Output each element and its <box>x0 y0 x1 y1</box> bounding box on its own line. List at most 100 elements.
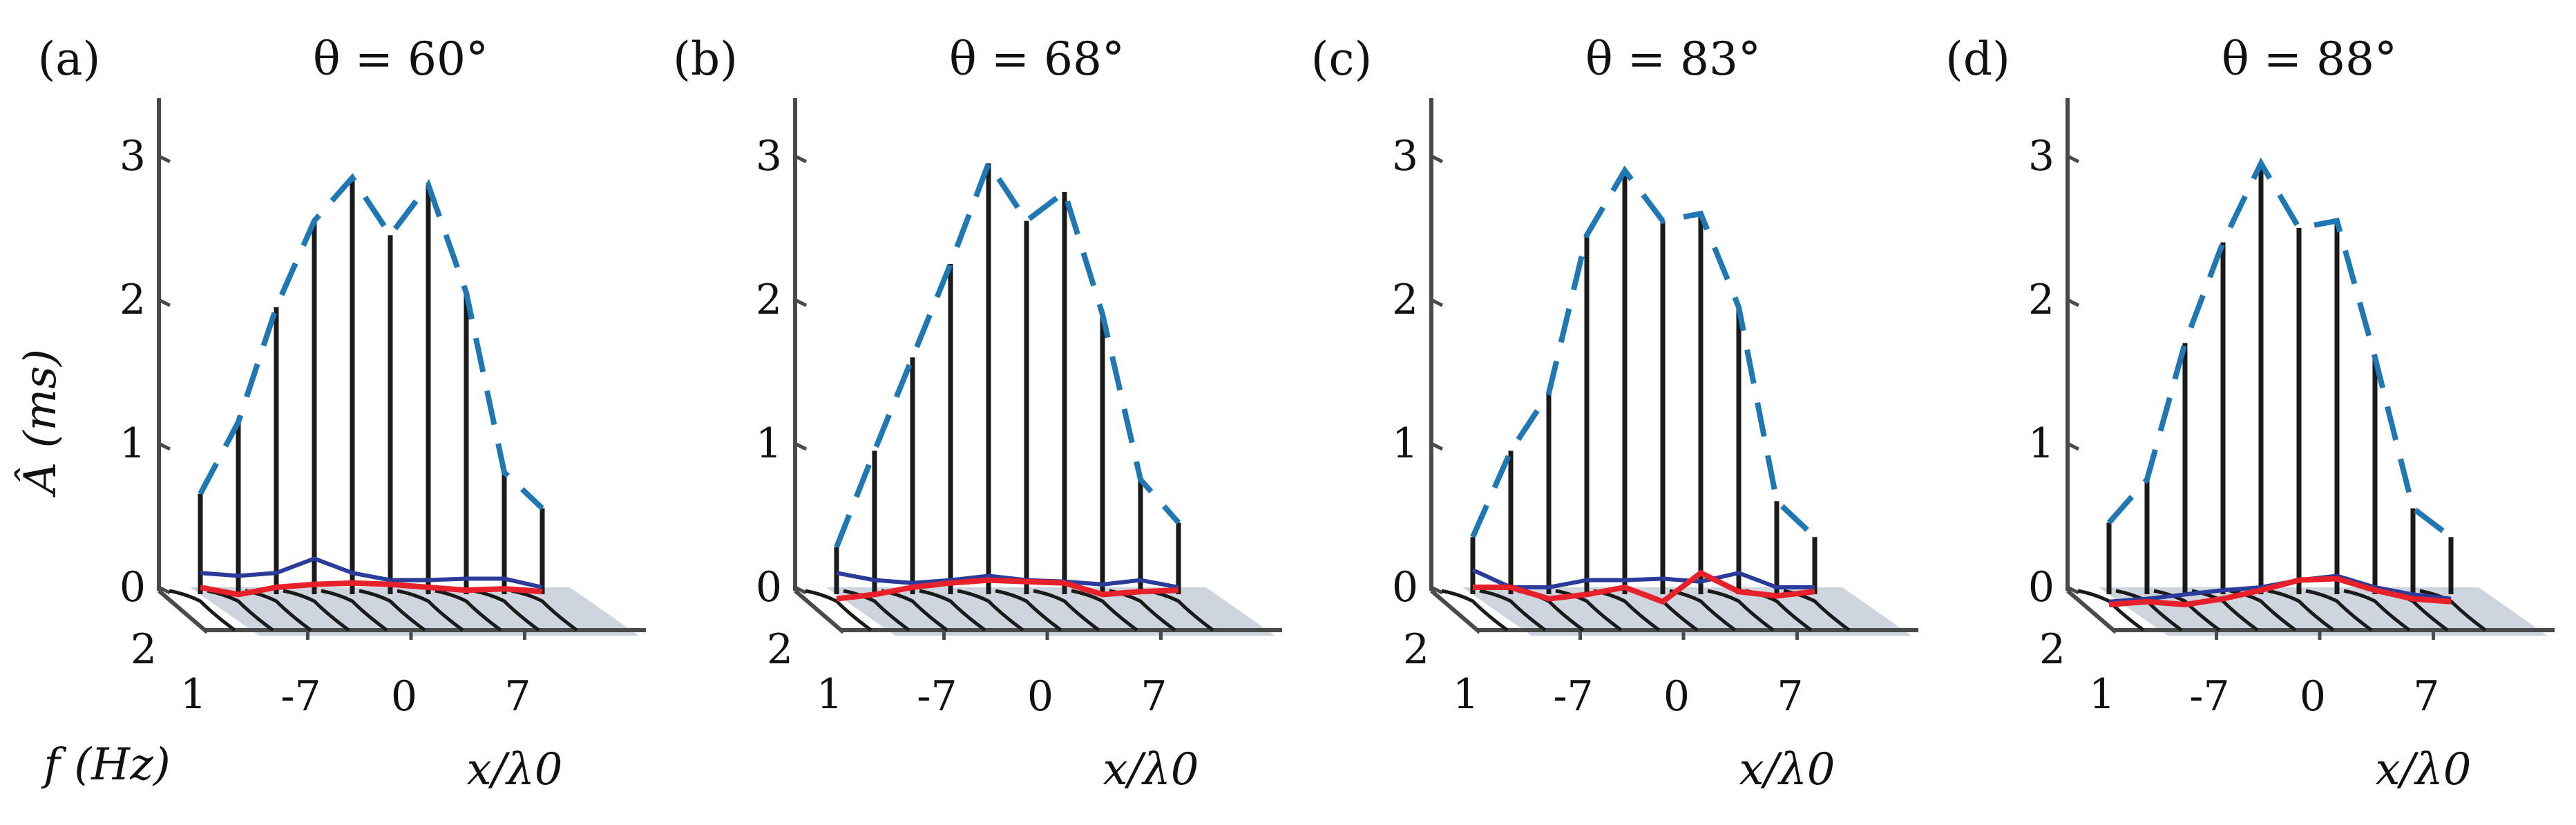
depth-trace <box>1441 589 1509 632</box>
y-tick-mark <box>158 442 171 451</box>
y-tick-label: 2 <box>756 276 782 324</box>
y-tick-mark <box>2066 154 2080 164</box>
y-tick-label: 2 <box>1392 276 1418 324</box>
red-line <box>836 577 1179 602</box>
y-tick-label: 1 <box>2028 419 2054 468</box>
depth-trace <box>511 589 578 632</box>
envelope-line <box>2106 157 2453 540</box>
y-axis-label: Â (ms) <box>15 349 66 497</box>
f-tick-label: 2 <box>2039 625 2065 674</box>
f-tick-label: 2 <box>767 625 793 674</box>
y-tick-mark <box>794 585 808 595</box>
f-axis <box>158 589 209 634</box>
y-tick-label: 3 <box>1392 132 1418 180</box>
y-tick-label: 0 <box>756 563 782 611</box>
red-line <box>2108 576 2452 608</box>
y-tick-label: 0 <box>2028 563 2054 611</box>
y-tick-mark <box>2066 585 2080 595</box>
x-tick-label: 7 <box>2413 672 2439 721</box>
y-tick-label: 2 <box>120 276 146 324</box>
depth-trace <box>995 589 1062 632</box>
f-tick-label: 2 <box>131 625 157 674</box>
depth-trace <box>2153 589 2221 632</box>
x-tick-label: -7 <box>280 672 321 721</box>
x-tick-label: 7 <box>504 672 531 721</box>
f-axis-label: f (Hz) <box>41 739 171 790</box>
x-tick-label: 0 <box>1663 672 1690 721</box>
f-axis <box>1430 589 1481 634</box>
f-tick-label: 1 <box>817 670 843 719</box>
envelope-line <box>198 173 544 511</box>
y-tick-mark <box>1430 442 1444 451</box>
f-tick-label: 1 <box>180 670 207 719</box>
y-tick-mark <box>1430 585 1444 595</box>
envelope-line <box>834 157 1181 549</box>
x-tick-label: 0 <box>2300 672 2326 721</box>
y-tick-mark <box>2066 298 2080 307</box>
y-tick-mark <box>158 585 171 595</box>
x-axis-label: x/λ0 <box>467 744 563 795</box>
y-tick-label: 1 <box>1392 419 1418 468</box>
depth-trace <box>805 589 872 632</box>
depth-trace <box>283 589 350 632</box>
depth-trace <box>2305 589 2373 632</box>
f-tick-label: 2 <box>1403 625 1429 674</box>
depth-trace <box>957 589 1024 632</box>
y-tick-mark <box>1430 298 1444 307</box>
envelope-line <box>1470 165 1817 540</box>
f-tick-label: 1 <box>1453 670 1479 719</box>
f-axis <box>2066 589 2117 634</box>
depth-trace <box>1707 589 1775 632</box>
depth-trace <box>1555 589 1623 632</box>
y-tick-label: 0 <box>120 563 146 611</box>
x-tick-label: 0 <box>1027 672 1053 721</box>
red-line <box>1473 569 1815 605</box>
y-tick-label: 3 <box>2028 132 2054 180</box>
y-tick-mark <box>2066 442 2080 451</box>
y-tick-label: 1 <box>756 419 782 468</box>
y-tick-mark <box>1430 154 1444 164</box>
y-tick-mark <box>794 298 808 307</box>
panel-title: θ = 60° <box>313 32 488 86</box>
x-tick-label: -7 <box>917 672 957 721</box>
depth-trace <box>359 589 426 632</box>
x-tick-label: 0 <box>391 672 417 721</box>
depth-trace <box>169 589 236 632</box>
panel-label: (b) <box>673 32 738 86</box>
depth-trace <box>2267 589 2335 632</box>
depth-trace <box>397 589 464 632</box>
y-tick-label: 2 <box>2028 276 2054 324</box>
depth-trace <box>919 589 986 632</box>
panel-label: (c) <box>1311 32 1372 86</box>
red-line <box>200 580 543 598</box>
y-tick-label: 3 <box>756 132 782 180</box>
y-tick-mark <box>794 154 808 164</box>
depth-trace <box>1071 589 1138 632</box>
panel-label: (a) <box>38 32 101 86</box>
y-tick-mark <box>794 442 808 451</box>
f-tick-label: 1 <box>2089 670 2115 719</box>
y-tick-label: 3 <box>120 132 146 180</box>
depth-trace <box>435 589 502 632</box>
depth-trace <box>473 589 540 632</box>
blue-line <box>200 556 543 589</box>
panel-title: θ = 68° <box>949 32 1125 86</box>
y-tick-mark <box>158 154 171 164</box>
depth-trace <box>843 589 910 632</box>
x-axis-label: x/λ0 <box>1103 744 1199 795</box>
blue-line <box>836 571 1179 589</box>
x-tick-label: 7 <box>1777 672 1803 721</box>
x-tick-label: 7 <box>1141 672 1167 721</box>
depth-trace <box>2343 589 2411 632</box>
depth-trace <box>1669 589 1737 632</box>
blue-line <box>1471 568 1815 589</box>
x-tick-label: -7 <box>2189 672 2229 721</box>
panel-title: θ = 88° <box>2222 32 2397 86</box>
f-axis <box>794 589 845 634</box>
panel-title: θ = 83° <box>1585 32 1761 86</box>
y-tick-label: 0 <box>1392 563 1418 611</box>
